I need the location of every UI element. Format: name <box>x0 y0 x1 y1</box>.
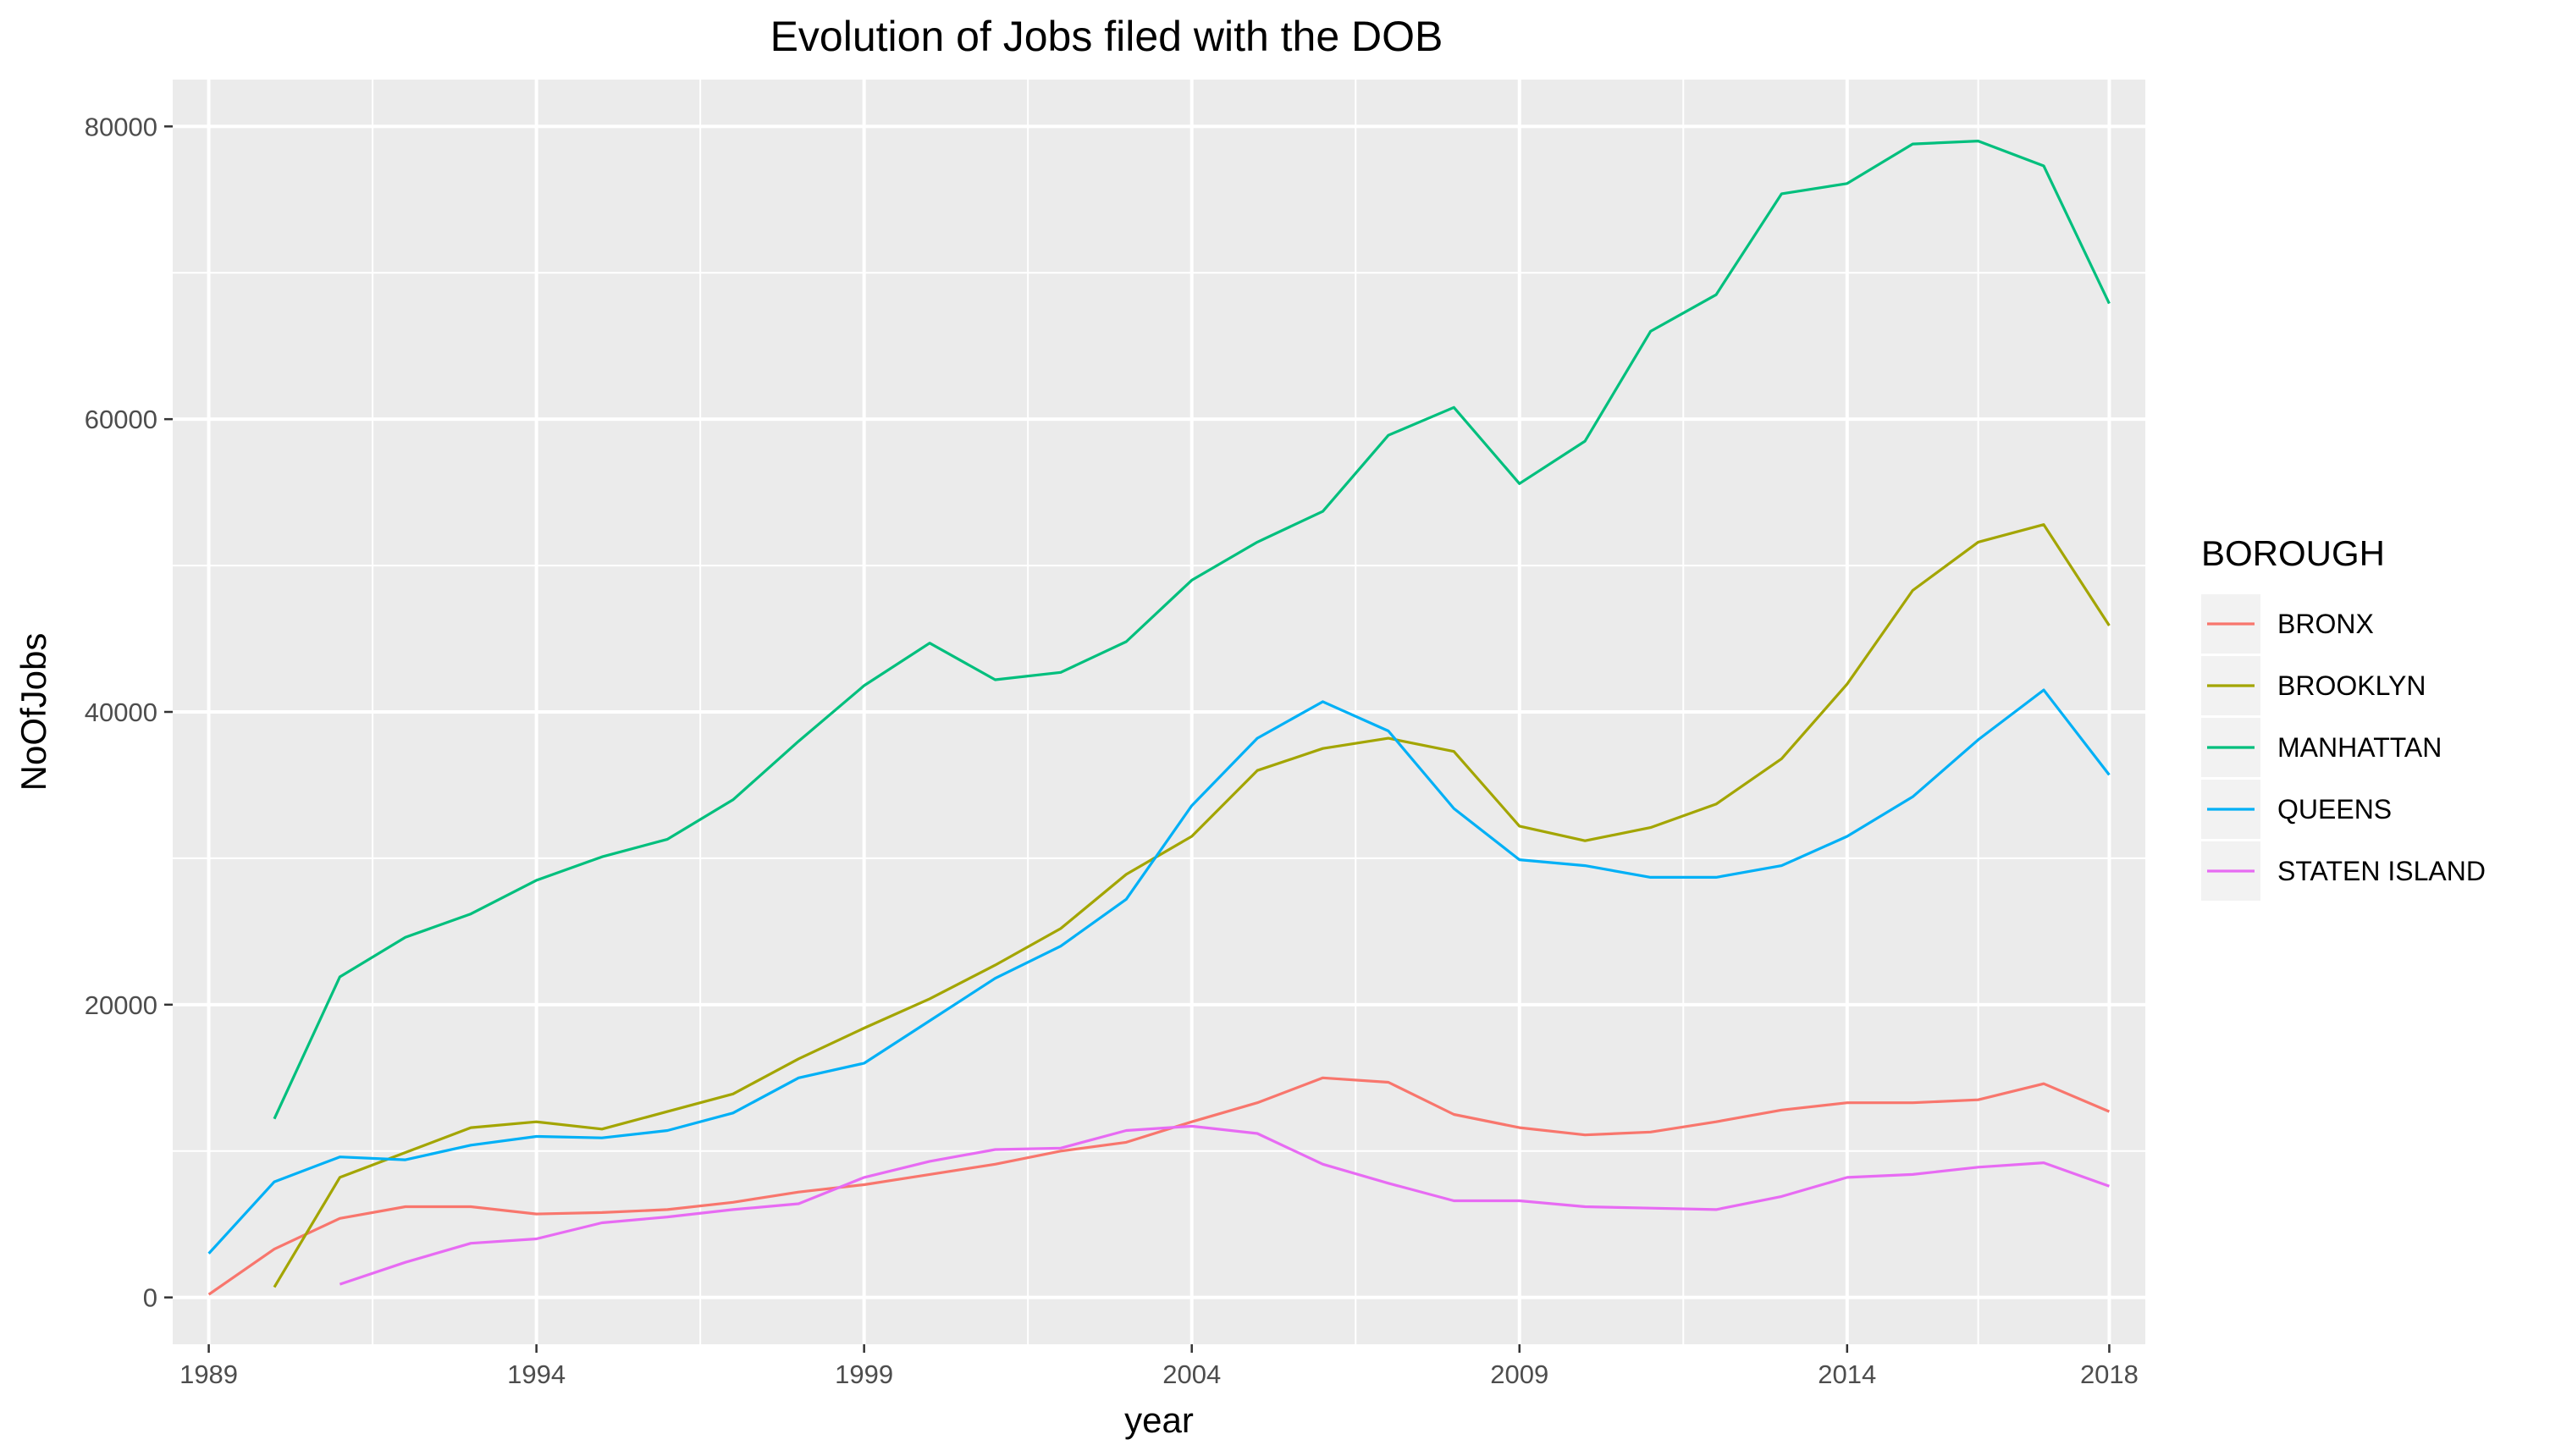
legend-item-bronx: BRONX <box>2201 594 2374 654</box>
major-gridlines <box>173 80 2145 1344</box>
legend: BOROUGH BRONX BROOKLYN MANHATTAN QUEENS STAT… <box>2201 533 2486 901</box>
x-tick-label: 2014 <box>1818 1359 1876 1389</box>
legend-label: BRONX <box>2277 609 2374 639</box>
x-tick-label: 2004 <box>1162 1359 1221 1389</box>
series-line-staten-island <box>339 1124 2110 1286</box>
legend-label: BROOKLYN <box>2277 670 2426 701</box>
x-tick-label: 1994 <box>507 1359 566 1389</box>
legend-item-staten-island: STATEN ISLAND <box>2201 841 2486 901</box>
series-lines <box>207 140 2111 1296</box>
chart-title: Evolution of Jobs filed with the DOB <box>770 13 1443 60</box>
y-axis-title: NoOfJobs <box>14 633 53 791</box>
legend-item-manhattan: MANHATTAN <box>2201 718 2442 777</box>
x-tick-label: 2009 <box>1490 1359 1548 1389</box>
legend-label: MANHATTAN <box>2277 732 2442 763</box>
legend-label: QUEENS <box>2277 794 2392 825</box>
legend-label: STATEN ISLAND <box>2277 856 2486 886</box>
series-line-brooklyn <box>273 523 2111 1288</box>
y-tick-label: 80000 <box>85 112 157 141</box>
series-line-manhattan <box>273 140 2111 1120</box>
series-line-bronx <box>207 1076 2111 1296</box>
x-axis: 1989 1994 1999 2004 2009 2014 2018 <box>179 1344 2139 1389</box>
y-tick-label: 60000 <box>85 405 157 434</box>
x-axis-title: year <box>1124 1400 1194 1440</box>
y-tick-label: 40000 <box>85 698 157 727</box>
x-tick-label: 2018 <box>2080 1359 2139 1389</box>
x-tick-label: 1989 <box>179 1359 238 1389</box>
y-tick-label: 20000 <box>85 990 157 1020</box>
x-tick-label: 1999 <box>835 1359 893 1389</box>
legend-items: BRONX BROOKLYN MANHATTAN QUEENS STATEN ISLAN… <box>2201 594 2486 901</box>
series-line-queens <box>207 688 2111 1255</box>
legend-title: BOROUGH <box>2201 533 2385 573</box>
y-axis: 0 20000 40000 60000 80000 <box>85 112 173 1313</box>
legend-item-brooklyn: BROOKLYN <box>2201 656 2426 715</box>
y-tick-label: 0 <box>143 1283 157 1313</box>
legend-item-queens: QUEENS <box>2201 780 2392 839</box>
